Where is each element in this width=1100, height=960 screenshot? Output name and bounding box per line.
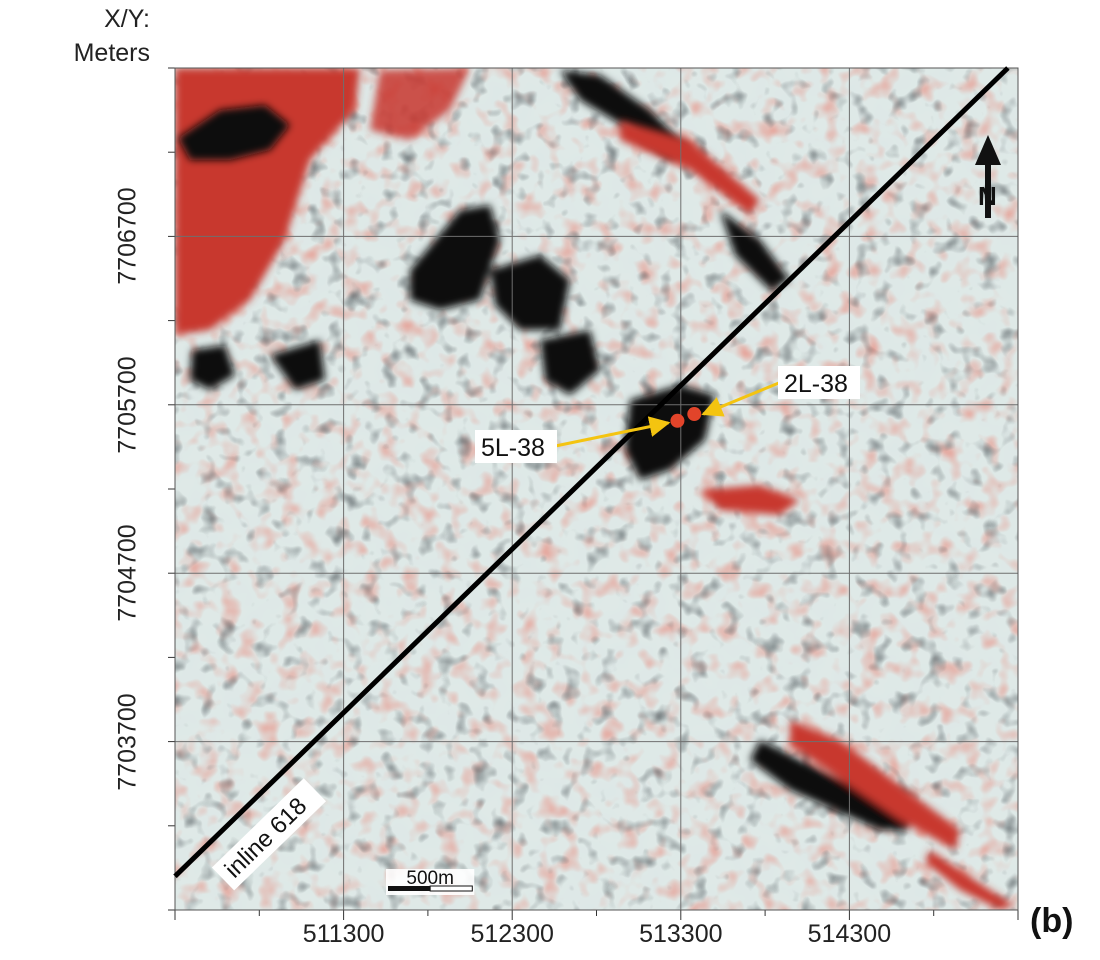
axis-title-line-1: X/Y: [104,5,150,33]
wells-layer: 5L-38 2L-38 [475,366,860,463]
scale-bar-label: 500m [406,868,454,889]
axis-title-line-2: Meters [73,39,150,67]
inline-label-background [211,778,327,891]
frame-ticks [168,67,1019,920]
callout-arrow [552,416,671,448]
x-tick-label: 511300 [302,920,385,948]
callout-box [778,366,860,399]
y-tick-label: 7704700 [113,524,142,622]
y-tick-label: 7705700 [113,356,142,454]
y-tick-label: 7706700 [113,187,142,286]
north-arrow-icon: N [975,135,1001,218]
callout-arrow [701,381,781,417]
panel-label: (b) [1030,902,1074,940]
map-frame [174,67,1019,911]
scale-bar-segment [388,886,431,891]
well-marker[interactable] [670,413,685,428]
map-area [175,68,1018,910]
well-label: 5L-38 [481,434,545,462]
north-label: N [978,181,997,211]
callout-box [475,430,557,463]
inline-trace[interactable] [173,66,1010,879]
well-label: 2L-38 [784,370,848,398]
x-tick-label: 513300 [639,920,723,948]
x-tick-label: 514300 [807,920,892,948]
x-tick-label: 512300 [470,920,554,948]
well-marker[interactable] [687,407,702,422]
coordinate-grid [175,68,1018,910]
scale-bar: 500m [386,868,475,895]
y-tick-label: 7703700 [113,692,142,791]
scale-bar-segment [429,885,473,892]
reflector-bands-se [620,120,1015,910]
axis-units-title: X/Y: Meters [40,2,150,70]
